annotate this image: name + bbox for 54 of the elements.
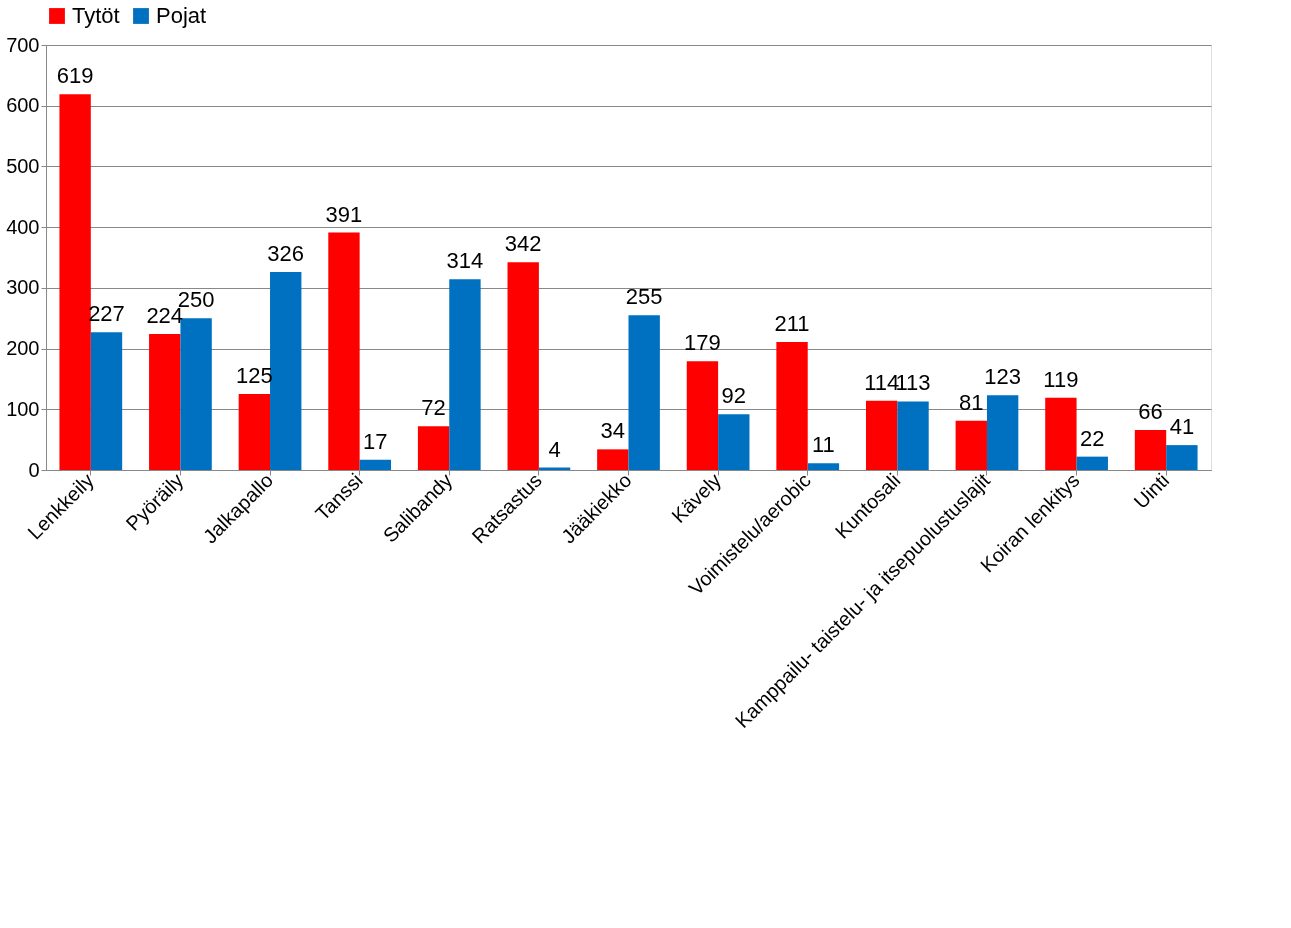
data-label: 179 <box>684 330 721 356</box>
bar <box>597 449 629 470</box>
data-label: 4 <box>548 436 561 462</box>
bar <box>1045 397 1077 470</box>
y-tick-label: 600 <box>6 94 40 117</box>
y-tick-label: 200 <box>6 337 40 360</box>
data-label: 72 <box>421 395 446 421</box>
bar <box>359 459 392 470</box>
bar <box>1134 429 1167 470</box>
data-label: 92 <box>721 383 747 409</box>
legend-label: Tytöt <box>72 3 120 28</box>
bar <box>90 332 123 470</box>
data-label: 17 <box>363 428 388 454</box>
y-tick-label: 400 <box>6 215 40 238</box>
bar <box>1076 456 1108 470</box>
data-label: 66 <box>1138 398 1163 424</box>
bar <box>149 334 181 470</box>
bar <box>328 232 360 470</box>
bar <box>865 400 898 470</box>
legend-label: Pojat <box>156 3 207 28</box>
bar <box>986 395 1019 470</box>
data-label: 34 <box>600 418 626 444</box>
bar <box>897 401 929 470</box>
y-tick-label: 300 <box>6 276 40 299</box>
data-label: 255 <box>625 284 663 310</box>
bar <box>776 341 808 470</box>
data-label: 81 <box>959 389 984 415</box>
bar <box>955 420 987 470</box>
bar <box>686 361 719 470</box>
data-label: 11 <box>811 432 835 458</box>
y-tick-label: 500 <box>6 154 40 177</box>
data-label: 391 <box>325 201 363 227</box>
data-label: 314 <box>446 248 484 274</box>
bar <box>718 414 750 470</box>
data-label: 114 <box>864 369 900 395</box>
bar <box>507 262 539 470</box>
bar <box>59 94 91 470</box>
data-label: 619 <box>56 63 94 89</box>
data-label: 211 <box>774 310 810 336</box>
y-tick-label: 700 <box>6 33 40 56</box>
y-tick-label: 100 <box>6 397 40 420</box>
bar <box>628 315 660 470</box>
data-label: 326 <box>267 241 305 267</box>
data-label: 22 <box>1080 425 1105 451</box>
bar <box>270 272 302 470</box>
bar <box>807 463 840 470</box>
bar <box>1166 445 1198 470</box>
data-label: 119 <box>1043 366 1079 392</box>
bar <box>238 394 271 470</box>
data-label: 123 <box>984 364 1021 390</box>
bar <box>417 426 450 470</box>
bar <box>449 279 481 470</box>
data-label: 41 <box>1169 414 1195 440</box>
data-label: 342 <box>504 231 542 257</box>
